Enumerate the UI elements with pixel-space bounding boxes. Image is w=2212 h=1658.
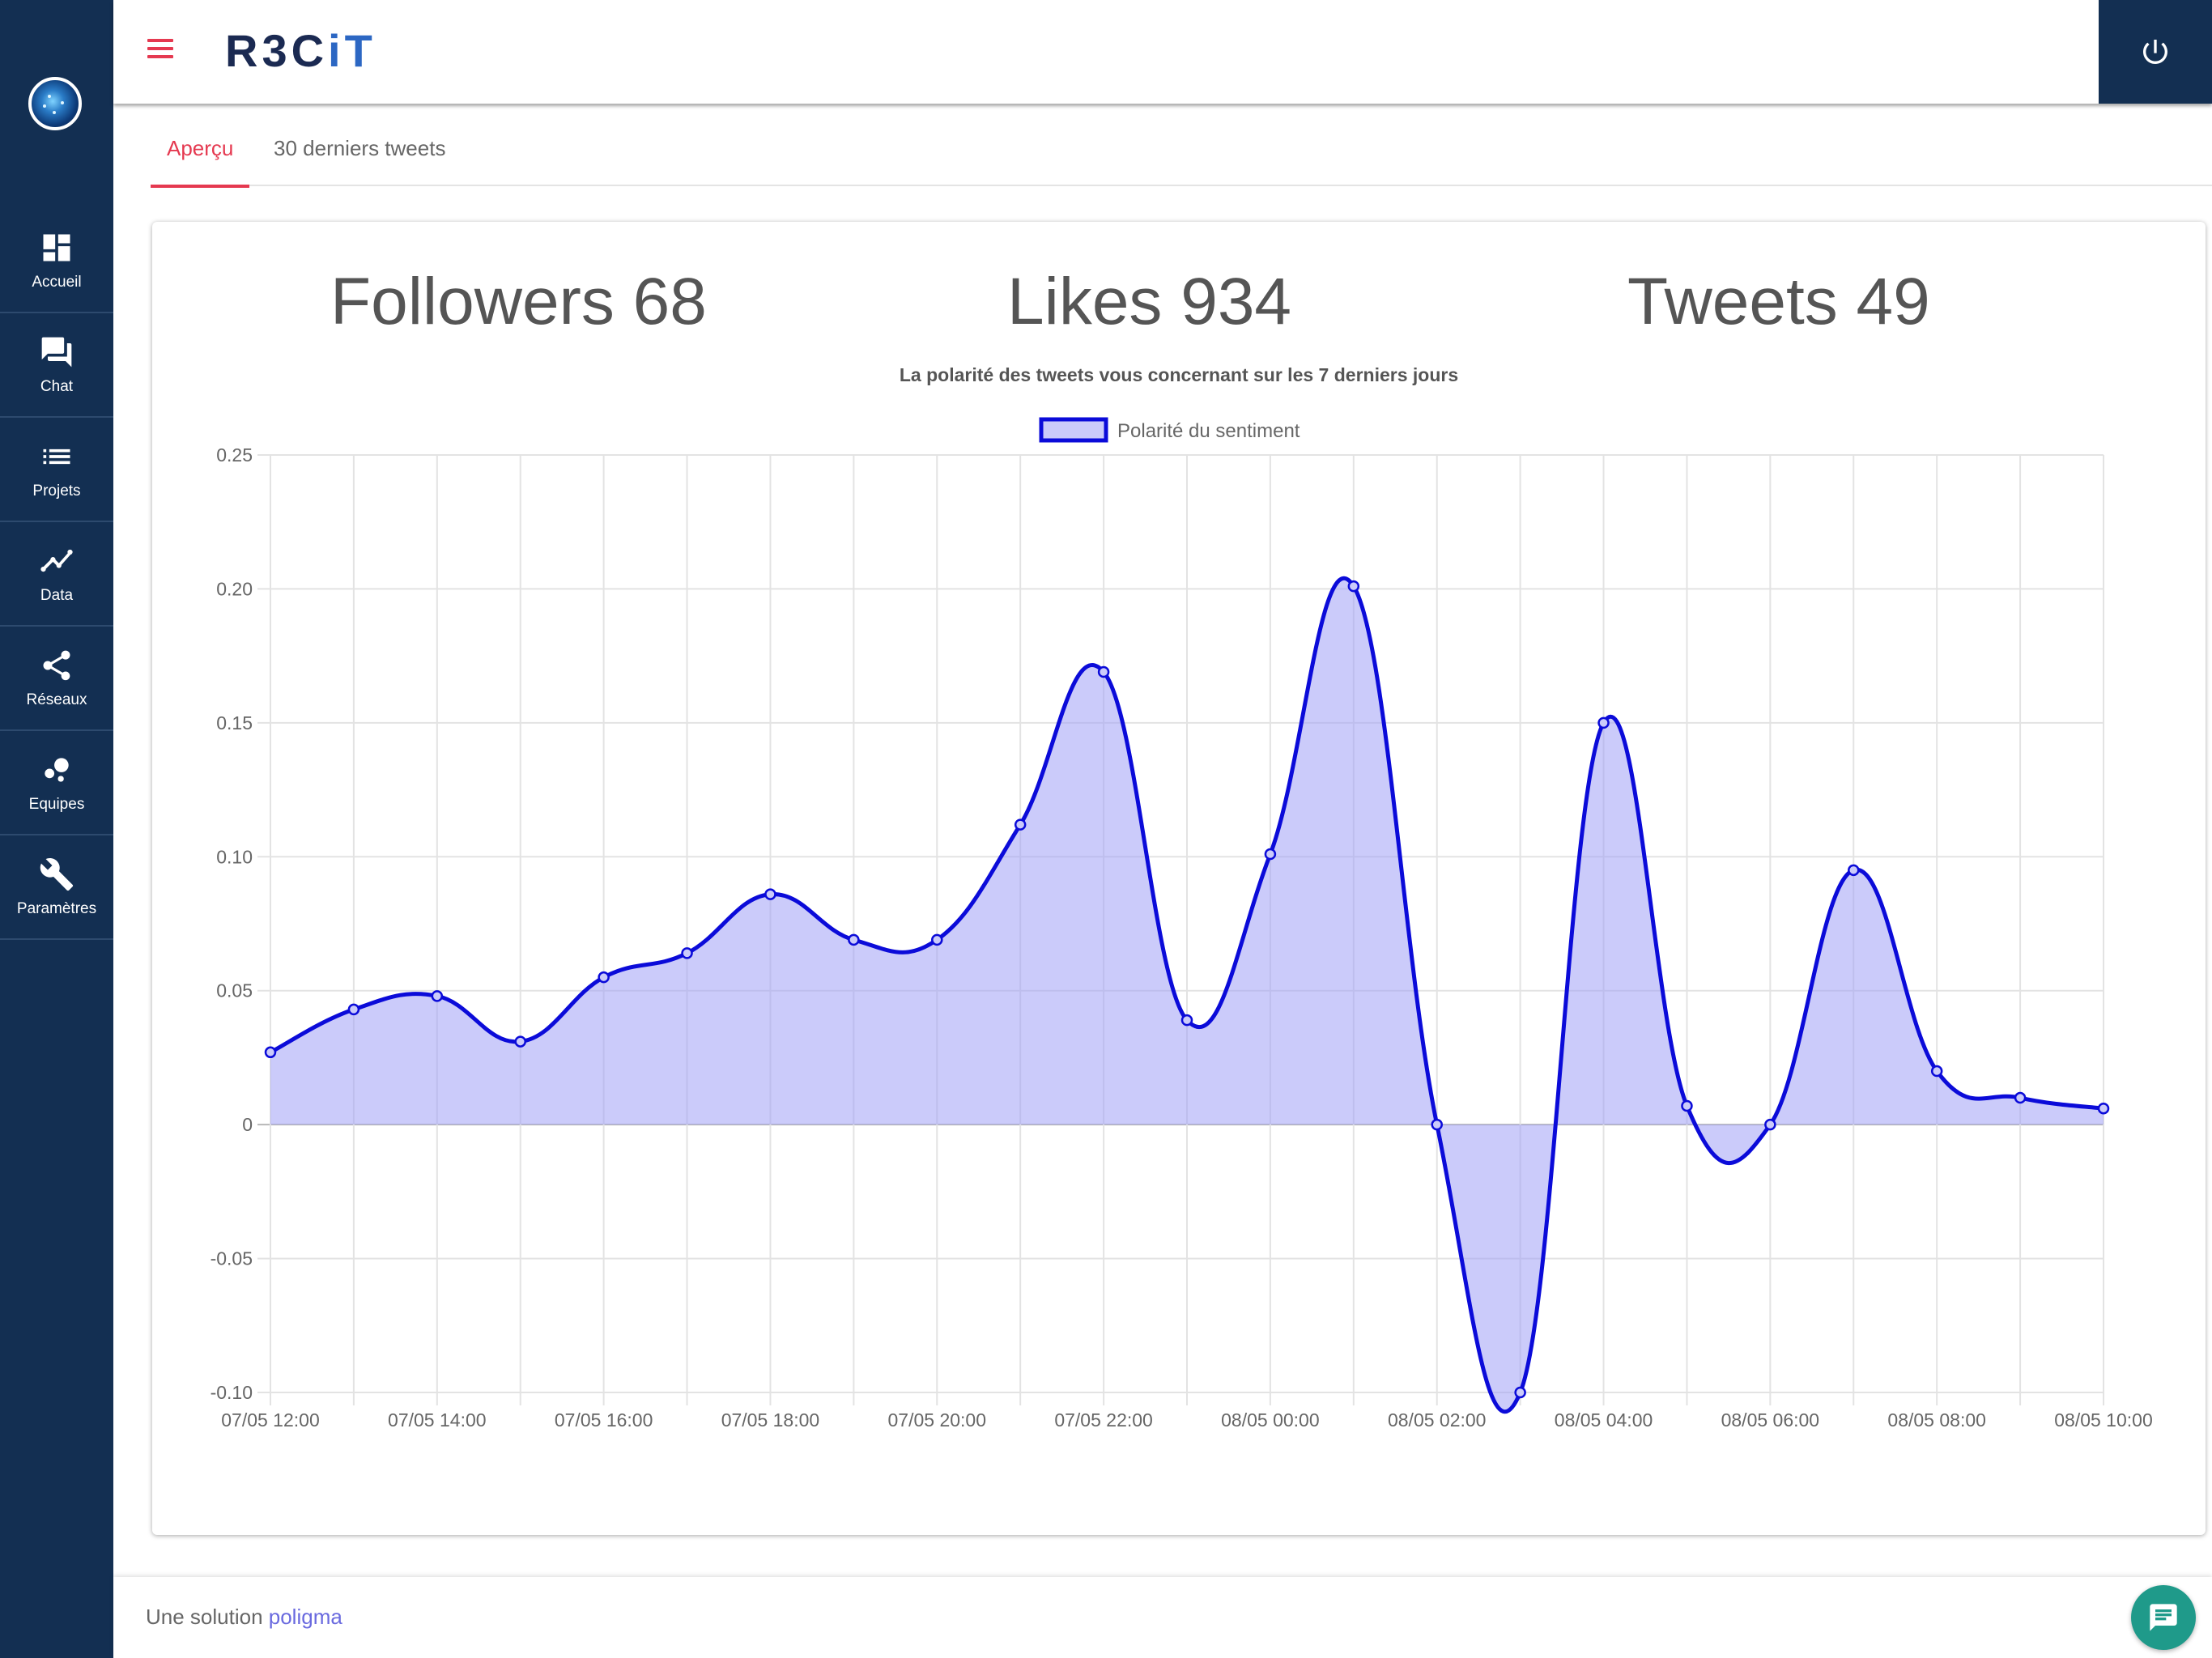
data-point[interactable]	[431, 990, 444, 1002]
sidebar-item-chat[interactable]: Chat	[0, 313, 113, 418]
data-point[interactable]	[1597, 716, 1610, 729]
data-point[interactable]	[1180, 1014, 1193, 1027]
list-icon	[43, 449, 70, 464]
data-point[interactable]	[931, 933, 943, 946]
share-icon	[43, 650, 70, 680]
y-tick-label: 0.05	[216, 980, 253, 1001]
x-tick-label: 08/05 04:00	[1555, 1409, 1653, 1431]
sidebar-item-parametres[interactable]: Paramètres	[0, 835, 113, 940]
line-chart-icon	[40, 549, 73, 572]
data-point[interactable]	[1014, 818, 1027, 831]
data-point[interactable]	[264, 1046, 277, 1059]
x-tick-label: 08/05 02:00	[1388, 1409, 1487, 1431]
sidebar-item-label: Equipes	[28, 795, 85, 813]
y-tick-label: 0	[242, 1114, 253, 1135]
data-point[interactable]	[1930, 1065, 1943, 1078]
series-points	[264, 580, 2110, 1399]
sidebar-item-reseaux[interactable]: Réseaux	[0, 627, 113, 731]
tab-30-derniers-tweets[interactable]: 30 derniers tweets	[274, 136, 446, 160]
avatar[interactable]	[28, 77, 82, 130]
x-axis-ticks: 07/05 12:00 07/05 14:00 07/05 16:00 07/05 1…	[221, 1409, 2153, 1431]
chart-grid	[257, 454, 2104, 1405]
x-tick-label: 07/05 12:00	[221, 1409, 320, 1431]
followers-stat: Followers 68	[330, 265, 707, 338]
poligma-link[interactable]: poligma	[268, 1605, 342, 1629]
data-point[interactable]	[2097, 1103, 2110, 1115]
data-point[interactable]	[1097, 665, 1110, 678]
legend-label: Polarité du sentiment	[1117, 420, 1300, 442]
sidebar-item-label: Paramètres	[16, 899, 97, 917]
data-point[interactable]	[848, 933, 860, 946]
legend-swatch	[1039, 417, 1108, 443]
data-point[interactable]	[1264, 848, 1277, 861]
logo-text-part1: R3C	[225, 25, 329, 76]
y-tick-label: -0.05	[211, 1248, 253, 1269]
data-point[interactable]	[598, 971, 610, 984]
y-tick-label: 0.20	[216, 578, 253, 599]
sidebar-item-equipes[interactable]: Equipes	[0, 731, 113, 835]
x-tick-label: 07/05 16:00	[555, 1409, 653, 1431]
data-point[interactable]	[1848, 864, 1860, 877]
data-point[interactable]	[1681, 1099, 1693, 1112]
polarity-chart: La polarité des tweets vous concernant s…	[211, 364, 2153, 1431]
footer-prefix: Une solution	[146, 1605, 269, 1629]
data-point[interactable]	[1764, 1118, 1776, 1131]
sidebar-nav: Accueil Chat Projets Data Réseaux Equipe…	[0, 209, 113, 940]
x-tick-label: 08/05 10:00	[2054, 1409, 2153, 1431]
y-tick-label: -0.10	[211, 1382, 253, 1403]
x-tick-label: 08/05 08:00	[1887, 1409, 1986, 1431]
data-point[interactable]	[1347, 580, 1360, 593]
chart-title: La polarité des tweets vous concernant s…	[900, 364, 1458, 385]
data-point[interactable]	[1514, 1386, 1526, 1399]
logo-text-part2: iT	[328, 25, 376, 76]
forum-icon	[41, 337, 72, 367]
bubbles-icon	[45, 757, 69, 782]
likes-stat: Likes 934	[1007, 265, 1292, 338]
power-button[interactable]	[2099, 0, 2212, 104]
chart-legend: Polarité du sentiment	[1039, 417, 1300, 443]
sidebar-item-data[interactable]: Data	[0, 522, 113, 627]
data-point[interactable]	[347, 1003, 360, 1016]
data-point[interactable]	[764, 888, 776, 900]
app-logo: R3CiT	[225, 24, 376, 77]
sidebar-item-projets[interactable]: Projets	[0, 418, 113, 522]
y-axis-ticks: 0.25 0.20 0.15 0.10 0.05 0 -0.05 -0.10	[211, 444, 253, 1403]
y-tick-label: 0.10	[216, 846, 253, 867]
y-tick-label: 0.15	[216, 712, 253, 733]
wrench-icon	[40, 857, 74, 891]
x-tick-label: 08/05 00:00	[1221, 1409, 1320, 1431]
data-point[interactable]	[1431, 1118, 1443, 1131]
y-tick-label: 0.25	[216, 444, 253, 466]
sidebar-item-label: Chat	[40, 377, 74, 395]
tab-bar: Aperçu 30 derniers tweets	[151, 121, 2212, 188]
x-tick-label: 07/05 14:00	[388, 1409, 487, 1431]
data-point[interactable]	[514, 1035, 526, 1048]
chat-fab-button[interactable]	[2131, 1585, 2196, 1650]
sidebar: Accueil Chat Projets Data Réseaux Equipe…	[0, 0, 113, 1658]
sidebar-item-label: Réseaux	[26, 691, 87, 708]
sidebar-item-accueil[interactable]: Accueil	[0, 209, 113, 313]
x-tick-label: 07/05 22:00	[1054, 1409, 1153, 1431]
top-bar: R3CiT	[113, 0, 2212, 104]
message-icon	[2150, 1604, 2177, 1631]
sidebar-item-label: Accueil	[32, 273, 82, 291]
data-point[interactable]	[681, 947, 693, 959]
tab-apercu[interactable]: Aperçu	[151, 136, 250, 188]
footer-text: Une solution poligma	[146, 1605, 342, 1630]
menu-icon[interactable]	[147, 39, 173, 63]
data-point[interactable]	[2014, 1091, 2027, 1104]
footer: Une solution poligma	[113, 1577, 2212, 1658]
x-tick-label: 07/05 20:00	[888, 1409, 987, 1431]
overview-card: Followers 68 Likes 934 Tweets 49 La pola…	[152, 222, 2206, 1535]
x-tick-label: 08/05 06:00	[1721, 1409, 1820, 1431]
sidebar-item-label: Data	[40, 586, 74, 604]
x-tick-label: 07/05 18:00	[721, 1409, 820, 1431]
dashboard-icon	[43, 234, 70, 261]
tweets-stat: Tweets 49	[1627, 265, 1930, 338]
series-area	[270, 578, 2104, 1412]
sidebar-item-label: Projets	[32, 482, 81, 500]
power-icon	[2143, 40, 2167, 64]
